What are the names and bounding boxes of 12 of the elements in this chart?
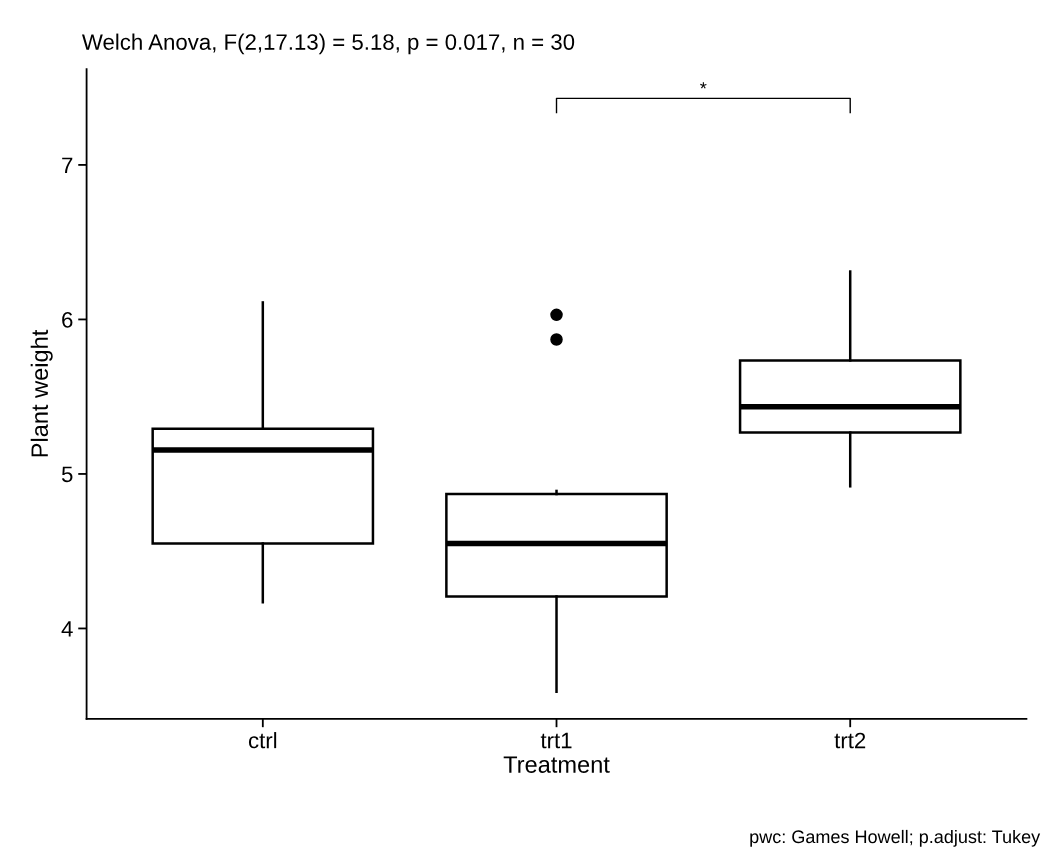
- y-tick-label: 6: [62, 311, 73, 328]
- x-axis-title: Treatment: [503, 756, 610, 773]
- annotation: *: [700, 82, 707, 89]
- y-tick-label: 4: [61, 621, 73, 637]
- y-axis-title: Plant weight: [30, 329, 53, 457]
- y-tick-label: 7: [62, 157, 73, 173]
- x-tick-label: trt1: [540, 732, 572, 749]
- chart-title: Welch Anova, F(2,17.13) = 5.18, p = 0.017, n = 30: [81, 33, 575, 55]
- x-tick-label: trt2: [834, 732, 866, 749]
- text: pwc: Games Howell; p.adjust: Tukey: [750, 829, 1041, 847]
- y-tick-label: 5: [61, 466, 73, 483]
- x-tick-label: ctrl: [248, 732, 277, 749]
